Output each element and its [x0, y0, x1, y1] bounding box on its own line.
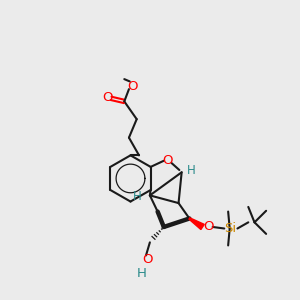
- Text: O: O: [142, 253, 153, 266]
- Text: O: O: [127, 80, 137, 92]
- Text: O: O: [102, 91, 112, 104]
- Polygon shape: [189, 218, 204, 230]
- Text: H: H: [187, 164, 195, 177]
- Text: O: O: [203, 220, 213, 233]
- Text: Si: Si: [224, 222, 236, 235]
- Text: H: H: [137, 267, 147, 280]
- Text: O: O: [163, 154, 173, 167]
- Text: H: H: [133, 190, 142, 203]
